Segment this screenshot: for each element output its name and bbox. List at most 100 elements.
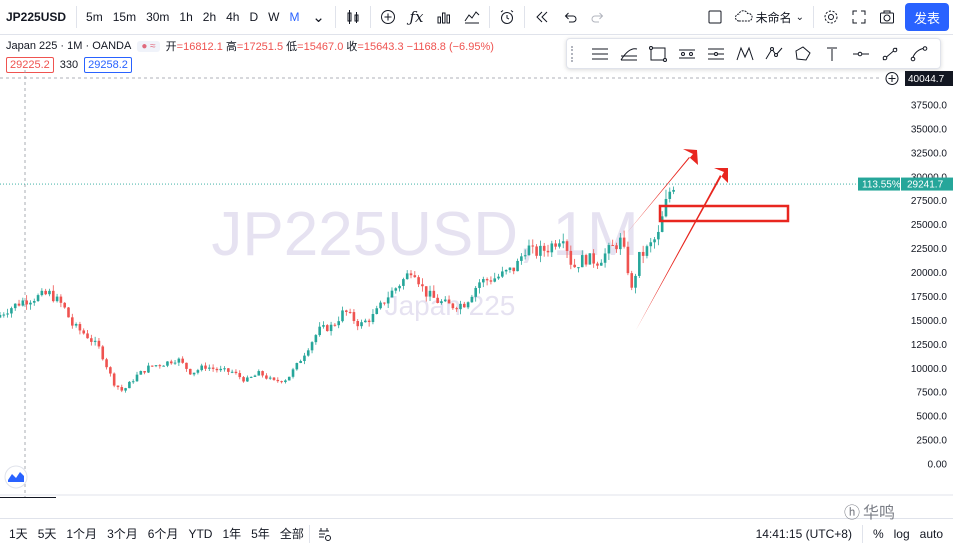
goto-date-icon[interactable] [310, 521, 338, 547]
horizontal-lines-icon[interactable] [585, 41, 614, 67]
interval-5m[interactable]: 5m [86, 10, 103, 24]
change-value: −1168.8 (−6.95%) [406, 41, 494, 53]
price-axis[interactable]: 37500.035000.032500.030000.027500.025000… [911, 101, 948, 471]
candle-body [318, 326, 321, 336]
separator [308, 524, 310, 543]
alert-clock-icon[interactable] [493, 4, 521, 30]
range-button[interactable]: 全部 [279, 527, 304, 541]
range-button[interactable]: 1天 [9, 527, 28, 541]
candle-body [558, 243, 561, 247]
layout-name-button[interactable]: 未命名 ⌄ [729, 9, 810, 26]
candle-body [295, 363, 299, 370]
candle-body [356, 321, 360, 327]
indicators-icon[interactable]: ƒx [409, 8, 424, 26]
candlestick-style-icon[interactable] [339, 4, 367, 30]
candle-body [569, 250, 573, 265]
snapshot-camera-icon[interactable] [873, 4, 901, 30]
interval-2h[interactable]: 2h [202, 10, 217, 24]
drag-handle-icon[interactable] [571, 45, 577, 62]
range-button[interactable]: 3个月 [107, 527, 138, 541]
log-scale-toggle[interactable]: log [893, 527, 910, 541]
xabcd-pattern-icon[interactable] [730, 41, 759, 67]
financials-icon[interactable] [430, 4, 458, 30]
chevron-down-icon[interactable]: ⌄ [312, 9, 325, 26]
current-percent-label: 113.55% [862, 180, 901, 191]
sell-price-button[interactable]: 29225.2 [6, 57, 54, 73]
auto-scale-toggle[interactable]: auto [919, 527, 943, 541]
regression-channel-icon[interactable] [701, 41, 730, 67]
candle-body [97, 340, 101, 347]
current-price-label-bg [901, 177, 953, 191]
candle-body [227, 368, 230, 372]
curve-icon[interactable] [904, 41, 933, 67]
candle-body [607, 245, 611, 254]
candle-body [440, 301, 443, 304]
candle-body [626, 246, 630, 274]
redo-icon[interactable] [584, 4, 612, 30]
interval-4h[interactable]: 4h [226, 10, 240, 24]
add-alert-plus-icon[interactable] [885, 72, 899, 85]
candle-body [109, 367, 112, 374]
candle-body [550, 243, 554, 253]
interval-W[interactable]: W [268, 10, 280, 24]
legend-symbol[interactable]: Japan 225 · 1M · OANDA [6, 40, 132, 52]
candle-body [459, 303, 462, 310]
settings-gear-icon[interactable] [817, 4, 845, 30]
undo-icon[interactable] [556, 4, 584, 30]
interval-M[interactable]: M [289, 10, 300, 24]
parallel-channel-icon[interactable] [672, 41, 701, 67]
range-button[interactable]: 5天 [37, 527, 57, 541]
candle-body [188, 368, 192, 375]
current-percent-label-bg [858, 177, 900, 191]
templates-icon[interactable] [458, 4, 486, 30]
clock-timezone[interactable]: 14:41:15 (UTC+8) [755, 527, 852, 541]
interval-30m[interactable]: 30m [146, 10, 170, 24]
interval-15m[interactable]: 15m [112, 10, 137, 24]
candle-body [329, 324, 333, 332]
candle-body [508, 267, 512, 270]
buy-price-button[interactable]: 29258.2 [84, 57, 132, 73]
publish-button[interactable]: 发表 [905, 3, 949, 31]
candle-body [554, 243, 557, 247]
fullscreen-icon[interactable] [845, 4, 873, 30]
visibility-toggle-icon[interactable]: ● ≈ [137, 40, 160, 52]
range-button[interactable]: 6个月 [147, 527, 179, 541]
price-tick-label: 17500.0 [911, 292, 948, 303]
price-chart[interactable]: JP225USD, 1M Japan 225 37500.0 35000.0 325… [0, 70, 953, 498]
path-icon[interactable] [759, 41, 788, 67]
vertical-line-icon[interactable] [817, 41, 846, 67]
candle-body [105, 359, 108, 368]
range-button[interactable]: YTD [188, 526, 213, 541]
rectangle-icon[interactable] [643, 41, 672, 67]
tradingview-logo-icon[interactable] [4, 465, 28, 489]
candle-body [531, 245, 535, 247]
range-button[interactable]: 1年 [222, 527, 242, 541]
interval-1h[interactable]: 1h [179, 10, 193, 24]
candle-body [497, 276, 500, 279]
horizontal-ray-icon[interactable] [846, 41, 875, 67]
candle-body [322, 325, 325, 327]
candle-body [276, 379, 280, 382]
candle-body [501, 271, 504, 277]
interval-D[interactable]: D [249, 10, 259, 24]
bottom-toolbar: 1天 5天 1个月 3个月 6个月 YTD 1年 5年 全部 14:41:15 (UTC+8) … [0, 505, 953, 548]
compare-add-icon[interactable] [374, 4, 402, 30]
candle-body [379, 302, 382, 309]
symbol-search[interactable]: JP225USD [0, 6, 78, 28]
polyline-icon[interactable] [788, 41, 817, 67]
trend-line-icon[interactable] [875, 41, 904, 67]
fullscreen-layout-checkbox-icon[interactable] [701, 4, 729, 30]
candle-body [424, 286, 428, 297]
range-button[interactable]: 5年 [251, 527, 270, 541]
fib-fan-icon[interactable] [614, 41, 643, 67]
candle-body [215, 368, 219, 371]
percent-scale-toggle[interactable]: % [872, 527, 884, 541]
candle-body [63, 302, 66, 308]
replay-icon[interactable] [528, 4, 556, 30]
range-button[interactable]: 1个月 [66, 527, 98, 541]
candle-body [291, 369, 295, 377]
candle-body [383, 302, 386, 304]
candle-body [120, 387, 124, 391]
candle-body [192, 372, 196, 375]
candle-body [470, 296, 474, 303]
